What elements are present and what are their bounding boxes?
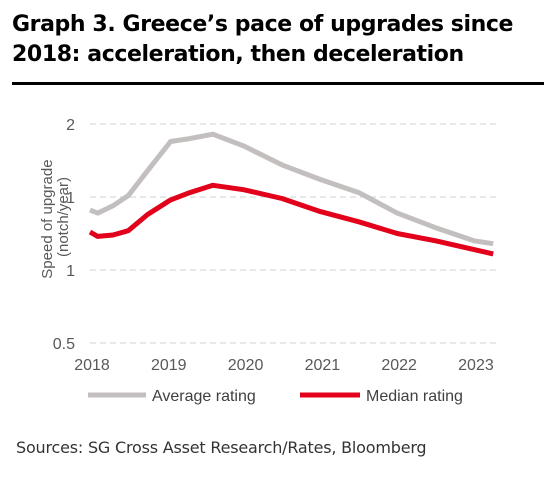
line-chart: 0.5 1 1 2 2018 2019 2020 2021 2022 2023 Speed of… xyxy=(39,117,497,405)
data-series xyxy=(88,131,494,257)
x-tick-label: 2023 xyxy=(458,357,494,374)
x-tick-label: 2018 xyxy=(74,357,110,374)
y-tick-label: 0.5 xyxy=(53,336,75,353)
legend-label-median: Median rating xyxy=(366,388,463,405)
chart-title-line-2: 2018: acceleration, then deceleration xyxy=(12,42,464,67)
chart-title-line-1: Graph 3. Greece’s pace of upgrades since xyxy=(12,12,514,37)
x-axis-tick-labels: 2018 2019 2020 2021 2022 2023 xyxy=(74,357,494,374)
x-tick-label: 2019 xyxy=(151,357,187,374)
y-tick-label: 1 xyxy=(66,190,75,207)
y-tick-label: 2 xyxy=(66,117,75,134)
x-tick-label: 2021 xyxy=(305,357,341,374)
legend-label-average: Average rating xyxy=(152,388,256,405)
y-axis-label: Speed of upgrade (notch/year) xyxy=(39,155,72,278)
average-rating-line xyxy=(89,131,494,247)
chart-title: Graph 3. Greece’s pace of upgrades since… xyxy=(12,10,542,70)
y-axis-label-line-1: Speed of upgrade xyxy=(39,159,56,278)
y-tick-label: 1 xyxy=(66,263,75,280)
x-tick-label: 2020 xyxy=(228,357,264,374)
median-rating-line xyxy=(88,182,494,257)
x-tick-label: 2022 xyxy=(381,357,417,374)
title-divider xyxy=(12,82,544,85)
y-axis-tick-labels: 0.5 1 1 2 xyxy=(53,117,75,353)
legend: Average rating Median rating xyxy=(88,388,463,405)
grid-lines xyxy=(90,123,497,344)
source-note: Sources: SG Cross Asset Research/Rates, … xyxy=(16,438,427,457)
y-axis-label-line-2: (notch/year) xyxy=(55,177,72,257)
